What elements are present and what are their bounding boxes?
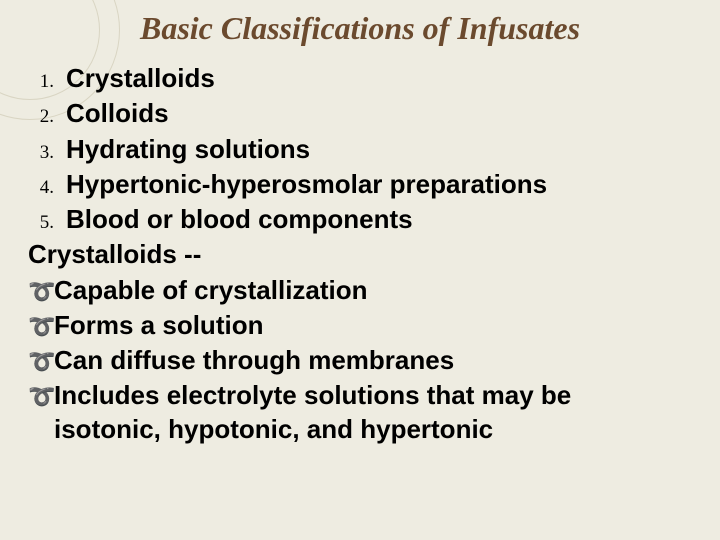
bullet-item-2: ➰ Forms a solution <box>28 309 700 342</box>
bullet-item-4: ➰ Includes electrolyte solutions that ma… <box>28 379 700 412</box>
bullet-icon: ➰ <box>28 348 54 376</box>
bullet-text: Can diffuse through membranes <box>54 344 454 377</box>
bullet-icon: ➰ <box>28 313 54 341</box>
bullet-item-4-continuation: isotonic, hypotonic, and hypertonic <box>54 413 700 446</box>
list-item-1: 1. Crystalloids <box>28 62 700 95</box>
list-text: Crystalloids <box>66 62 215 95</box>
slide-title: Basic Classifications of Infusates <box>0 10 720 47</box>
list-text: Blood or blood components <box>66 203 413 236</box>
list-number: 2. <box>28 105 66 129</box>
list-item-5: 5. Blood or blood components <box>28 203 700 236</box>
bullet-icon: ➰ <box>28 383 54 411</box>
list-text: Colloids <box>66 97 169 130</box>
slide-content: 1. Crystalloids 2. Colloids 3. Hydrating… <box>28 62 700 446</box>
list-item-2: 2. Colloids <box>28 97 700 130</box>
list-number: 4. <box>28 176 66 200</box>
list-text: Hypertonic-hyperosmolar preparations <box>66 168 547 201</box>
list-number: 5. <box>28 211 66 235</box>
bullet-item-1: ➰ Capable of crystallization <box>28 274 700 307</box>
list-text: Hydrating solutions <box>66 133 310 166</box>
bullet-icon: ➰ <box>28 278 54 306</box>
bullet-text: Forms a solution <box>54 309 263 342</box>
bullet-text: Includes electrolyte solutions that may … <box>54 379 571 412</box>
subheading: Crystalloids -- <box>28 238 700 271</box>
list-number: 1. <box>28 70 66 94</box>
list-item-4: 4. Hypertonic-hyperosmolar preparations <box>28 168 700 201</box>
list-item-3: 3. Hydrating solutions <box>28 133 700 166</box>
bullet-text: Capable of crystallization <box>54 274 368 307</box>
bullet-item-3: ➰ Can diffuse through membranes <box>28 344 700 377</box>
list-number: 3. <box>28 141 66 165</box>
